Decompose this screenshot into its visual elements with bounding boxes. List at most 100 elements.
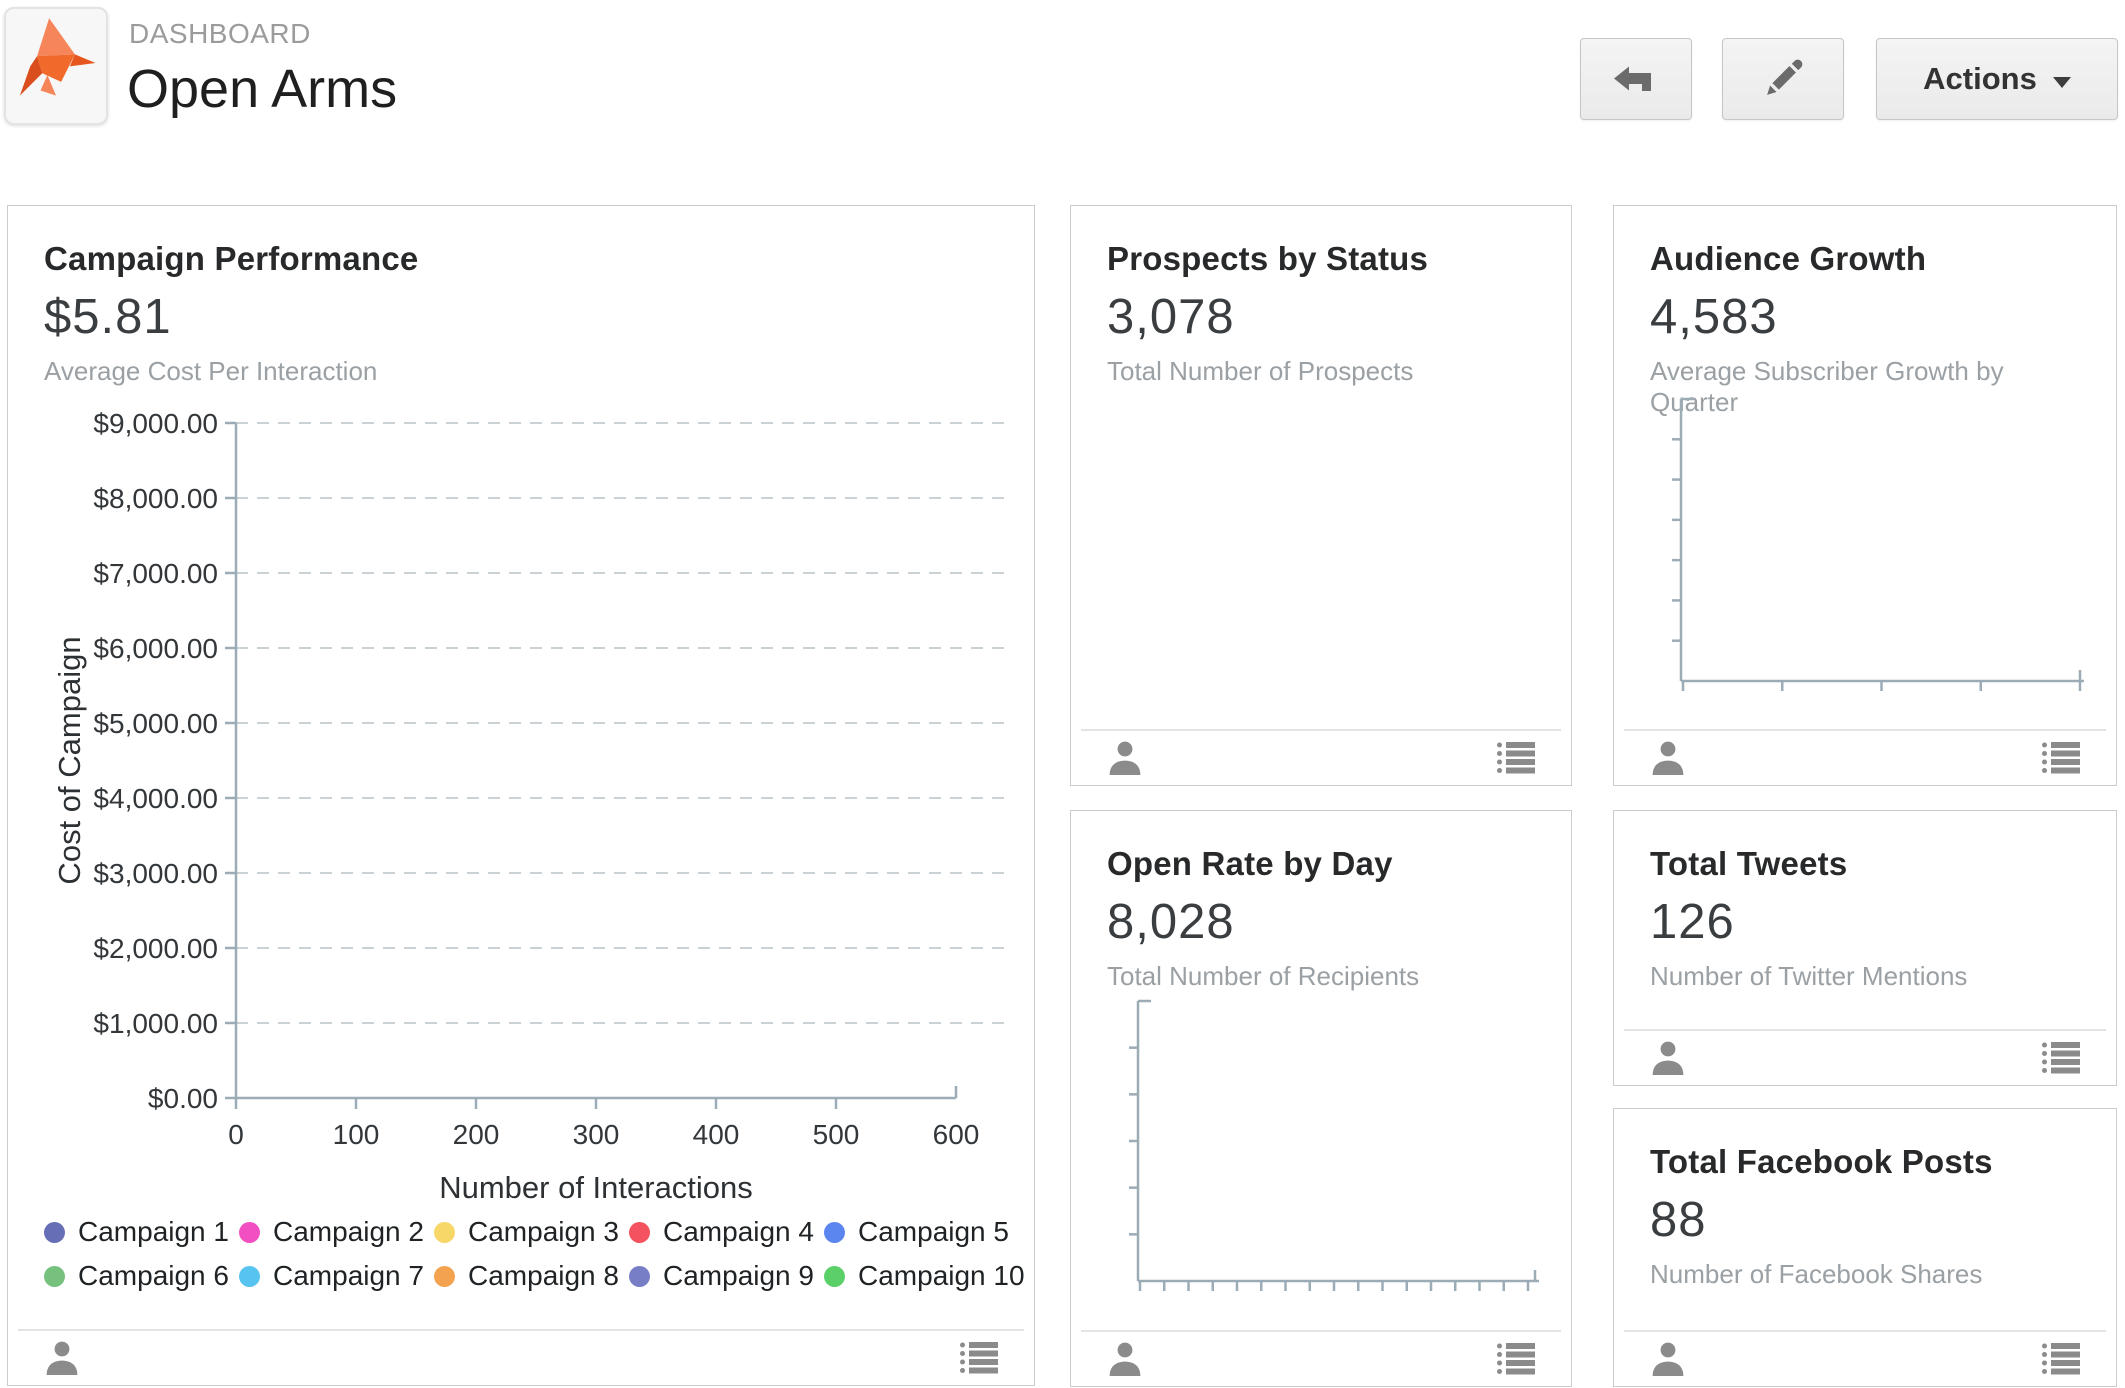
svg-text:400: 400 — [693, 1119, 740, 1150]
svg-text:500: 500 — [813, 1119, 860, 1150]
card-value: 126 — [1650, 895, 1735, 949]
card-footer — [1624, 729, 2106, 785]
person-icon[interactable] — [1107, 741, 1143, 775]
person-icon[interactable] — [1650, 1342, 1686, 1376]
legend-label: Campaign 4 — [663, 1216, 814, 1247]
actions-button-label: Actions — [1923, 61, 2037, 96]
svg-text:$1,000.00: $1,000.00 — [93, 1008, 218, 1039]
card-value: 8,028 — [1107, 895, 1235, 949]
campaign-performance-chart: $9,000.00 $8,000.00 $7,000.00 $6,000.00 $5,0… — [52, 408, 1013, 1205]
card-footer — [1624, 1029, 2106, 1085]
legend-label: Campaign 2 — [273, 1216, 424, 1247]
svg-text:$6,000.00: $6,000.00 — [93, 633, 218, 664]
legend-item: Campaign 9 — [629, 1254, 824, 1298]
page-title: Open Arms — [127, 59, 398, 119]
card-value: 88 — [1650, 1193, 1707, 1247]
legend-label: Campaign 3 — [468, 1216, 619, 1247]
card-subtitle: Total Number of Recipients — [1107, 961, 1420, 991]
legend-dot — [434, 1265, 455, 1287]
card-value: $5.81 — [44, 290, 172, 344]
card-subtitle: Average Cost Per Interaction — [44, 356, 378, 386]
svg-text:$0.00: $0.00 — [148, 1083, 218, 1114]
open-rate-by-day-chart — [1129, 999, 1539, 1291]
app-logo — [4, 7, 108, 125]
svg-text:100: 100 — [333, 1119, 380, 1150]
campaign-performance-card: Campaign Performance $5.81 Average Cost … — [7, 205, 1035, 1386]
svg-text:Cost of Campaign: Cost of Campaign — [52, 636, 87, 884]
svg-text:200: 200 — [453, 1119, 500, 1150]
legend-dot — [239, 1265, 260, 1287]
card-head: Campaign Performance $5.81 Average Cost … — [44, 240, 1004, 387]
legend-label: Campaign 5 — [858, 1216, 1009, 1247]
svg-text:$5,000.00: $5,000.00 — [93, 708, 218, 739]
breadcrumb: DASHBOARD — [129, 18, 311, 49]
card-footer — [1624, 1330, 2106, 1386]
prospects-by-status-card: Prospects by Status 3,078 Total Number o… — [1070, 205, 1572, 786]
legend-dot — [824, 1221, 845, 1243]
legend-label: Campaign 7 — [273, 1260, 424, 1291]
caret-down-icon — [2052, 76, 2071, 88]
legend-label: Campaign 1 — [78, 1216, 229, 1247]
pencil-icon — [1767, 59, 1803, 95]
person-icon[interactable] — [1107, 1342, 1143, 1376]
legend-dot — [239, 1221, 260, 1243]
person-icon[interactable] — [1650, 1041, 1686, 1075]
legend-dot — [434, 1221, 455, 1243]
card-title: Open Rate by Day — [1107, 845, 1393, 882]
list-icon[interactable] — [1497, 1343, 1535, 1375]
svg-text:$3,000.00: $3,000.00 — [93, 858, 218, 889]
card-head: Total Tweets 126 Number of Twitter Menti… — [1650, 845, 2086, 992]
card-title: Campaign Performance — [44, 240, 419, 277]
card-title: Audience Growth — [1650, 240, 1927, 277]
person-icon[interactable] — [44, 1341, 80, 1375]
list-icon[interactable] — [1497, 742, 1535, 774]
legend-label: Campaign 10 — [858, 1260, 1025, 1291]
audience-growth-card: Audience Growth 4,583 Average Subscriber… — [1613, 205, 2117, 786]
card-subtitle: Number of Facebook Shares — [1650, 1259, 1983, 1289]
card-title: Prospects by Status — [1107, 240, 1429, 277]
legend-item: Campaign 2 — [239, 1210, 434, 1254]
legend-item: Campaign 3 — [434, 1210, 629, 1254]
card-head: Open Rate by Day 8,028 Total Number of R… — [1107, 845, 1541, 992]
card-head: Audience Growth 4,583 Average Subscriber… — [1650, 240, 2086, 418]
legend-item: Campaign 8 — [434, 1254, 629, 1298]
card-subtitle: Average Subscriber Growth by Quarter — [1650, 356, 2004, 417]
svg-text:$2,000.00: $2,000.00 — [93, 933, 218, 964]
card-value: 3,078 — [1107, 290, 1235, 344]
card-footer — [1081, 1330, 1561, 1386]
legend-dot — [629, 1265, 650, 1287]
legend-dot — [44, 1265, 65, 1287]
list-icon[interactable] — [2042, 742, 2080, 774]
actions-button[interactable]: Actions — [1876, 38, 2118, 120]
person-icon[interactable] — [1650, 741, 1686, 775]
legend-dot — [44, 1221, 65, 1243]
legend-dot — [629, 1221, 650, 1243]
legend-label: Campaign 6 — [78, 1260, 229, 1291]
svg-text:600: 600 — [933, 1119, 980, 1150]
svg-text:0: 0 — [228, 1119, 244, 1150]
svg-text:$8,000.00: $8,000.00 — [93, 483, 218, 514]
list-icon[interactable] — [960, 1342, 998, 1374]
legend-label: Campaign 9 — [663, 1260, 814, 1291]
audience-growth-chart — [1672, 397, 2084, 691]
card-value: 4,583 — [1650, 290, 1778, 344]
legend-item: Campaign 7 — [239, 1254, 434, 1298]
legend-label: Campaign 8 — [468, 1260, 619, 1291]
card-head: Total Facebook Posts 88 Number of Facebo… — [1650, 1143, 2086, 1290]
card-title: Total Tweets — [1650, 845, 1848, 882]
legend-item: Campaign 4 — [629, 1210, 824, 1254]
legend-dot — [824, 1265, 845, 1287]
svg-text:$9,000.00: $9,000.00 — [93, 408, 218, 439]
list-icon[interactable] — [2042, 1343, 2080, 1375]
svg-text:Number of Interactions: Number of Interactions — [439, 1170, 753, 1205]
back-button[interactable] — [1580, 38, 1692, 120]
back-arrow-icon — [1614, 66, 1651, 91]
total-tweets-card: Total Tweets 126 Number of Twitter Menti… — [1613, 810, 2117, 1086]
edit-button[interactable] — [1722, 38, 1844, 120]
legend-item: Campaign 10 — [824, 1254, 1025, 1298]
card-head: Prospects by Status 3,078 Total Number o… — [1107, 240, 1541, 387]
list-icon[interactable] — [2042, 1042, 2080, 1074]
origami-bird-icon — [19, 18, 96, 96]
card-subtitle: Total Number of Prospects — [1107, 356, 1414, 386]
card-footer — [18, 1329, 1024, 1385]
